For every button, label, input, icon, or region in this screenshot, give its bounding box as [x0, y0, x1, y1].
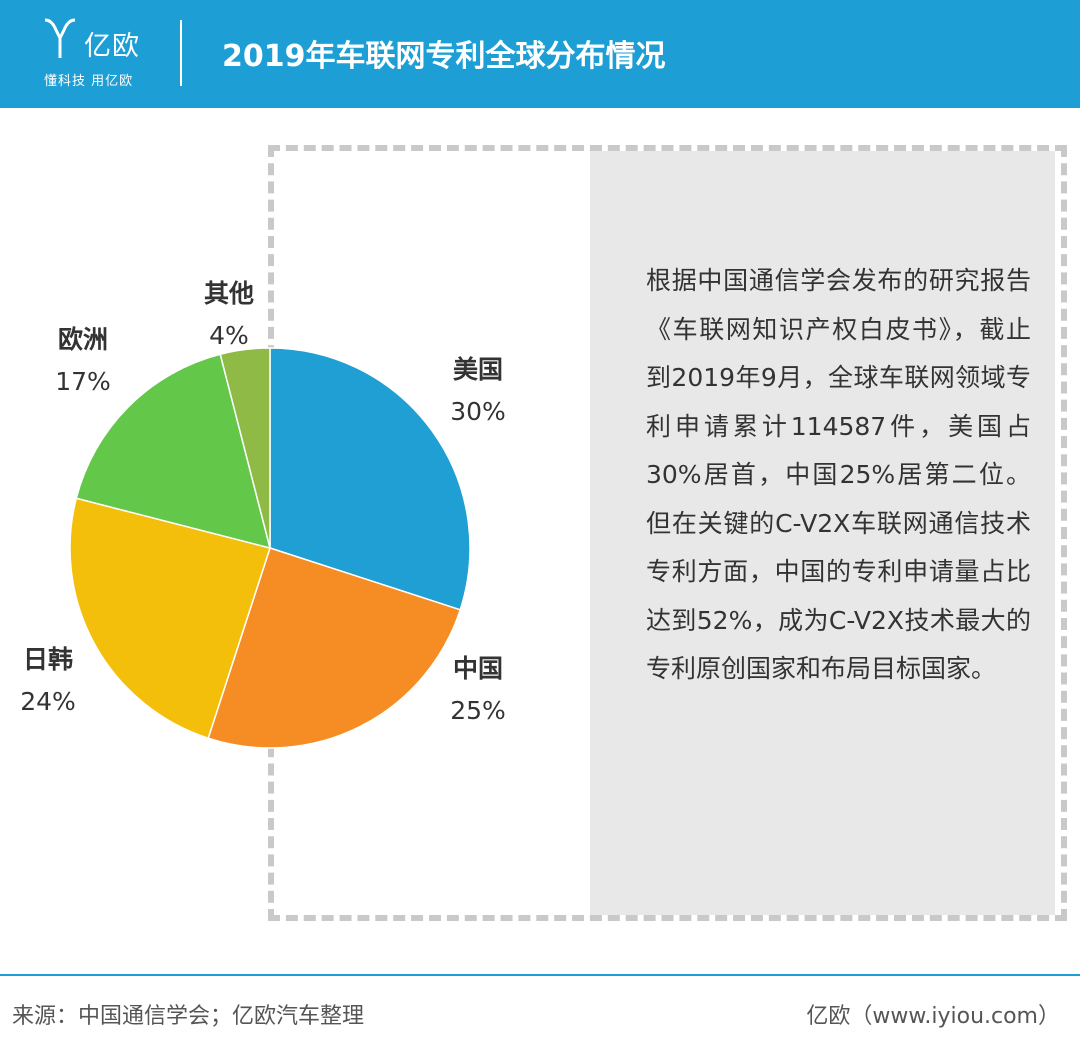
- description-panel: [590, 151, 1055, 915]
- footer-divider: [0, 974, 1080, 976]
- source-note: 来源：中国通信学会；亿欧汽车整理: [12, 1004, 365, 1029]
- pie-slice-3: [75, 353, 272, 550]
- slice-value-4: 4%: [209, 321, 249, 350]
- slice-label-4: 其他: [204, 279, 254, 308]
- page-title: 2019年车联网专利全球分布情况: [222, 39, 666, 74]
- slice-value-3: 17%: [55, 367, 111, 396]
- description-text: 根据中国通信学会发布的研究报告《车联网知识产权白皮书》，截止到2019年9月，全…: [646, 266, 1031, 683]
- site-credit: 亿欧（www.iyiou.com）: [806, 1004, 1060, 1029]
- logo-slogan: 懂科技 用亿欧: [44, 74, 134, 89]
- pie-slice-2: [69, 497, 271, 740]
- header-divider: [180, 20, 182, 86]
- slice-label-2: 日韩: [23, 645, 73, 674]
- pie-slice-4: [219, 347, 271, 549]
- slice-label-0: 美国: [453, 355, 503, 384]
- pie-slice-0: [269, 347, 471, 611]
- slice-value-2: 24%: [20, 687, 76, 716]
- header-bar: 亿欧 懂科技 用亿欧 2019年车联网专利全球分布情况: [0, 0, 1080, 108]
- slice-label-3: 欧洲: [58, 325, 108, 354]
- pie-slice-1: [207, 547, 462, 749]
- brand-logo: 亿欧 懂科技 用亿欧: [42, 14, 152, 94]
- logo-name: 亿欧: [84, 31, 140, 62]
- slice-value-0: 30%: [450, 397, 506, 426]
- logo-mark-icon: [44, 18, 76, 58]
- slice-value-1: 25%: [450, 696, 506, 725]
- slice-label-1: 中国: [453, 654, 503, 683]
